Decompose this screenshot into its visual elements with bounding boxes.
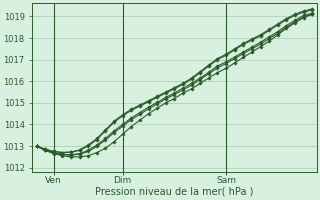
X-axis label: Pression niveau de la mer( hPa ): Pression niveau de la mer( hPa )	[95, 187, 253, 197]
